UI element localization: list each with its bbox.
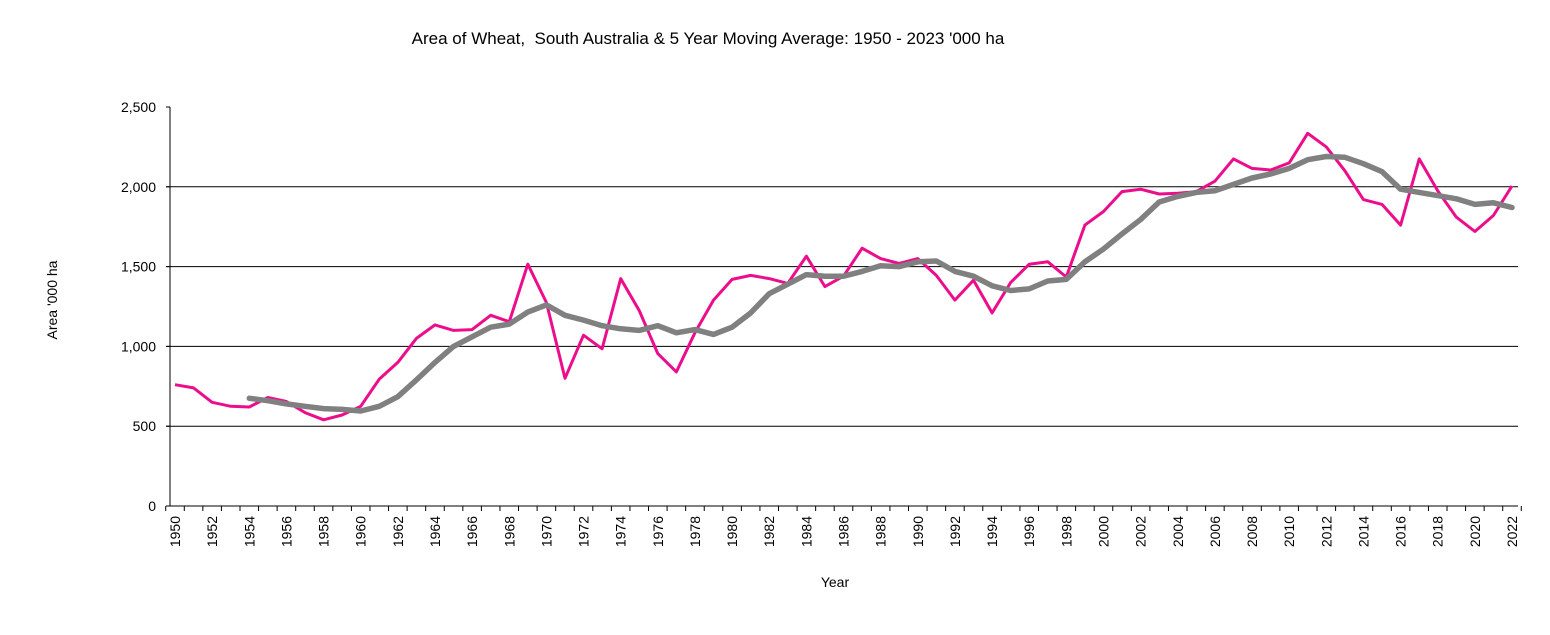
x-tick-label: 1982 <box>761 516 777 547</box>
x-tick-label: 2014 <box>1355 516 1371 547</box>
x-tick-label: 1962 <box>390 516 406 547</box>
x-tick-label: 1966 <box>464 516 480 547</box>
x-tick-label: 2006 <box>1207 516 1223 547</box>
series <box>174 131 1515 422</box>
x-tick-label: 1998 <box>1058 516 1074 547</box>
x-tick-label: 2012 <box>1318 516 1334 547</box>
series-line <box>246 153 1515 414</box>
x-tick-label: 1994 <box>984 516 1000 547</box>
x-tick-label: 1972 <box>576 516 592 547</box>
x-tick-label: 1980 <box>724 516 740 547</box>
x-tick-label: 1960 <box>353 516 369 547</box>
y-tick-label: 2,000 <box>121 179 156 195</box>
x-axis-title: Year <box>821 574 850 590</box>
x-tick-label: 1984 <box>798 516 814 547</box>
x-tick-label: 1986 <box>836 516 852 547</box>
x-tick-label: 1988 <box>873 516 889 547</box>
axes <box>169 107 1518 507</box>
x-tick-label: 2000 <box>1095 516 1111 547</box>
x-tick-label: 2008 <box>1244 516 1260 547</box>
y-tick-label: 2,500 <box>121 99 156 115</box>
y-axis-ticks: 0 500 1,000 1,500 2,000 2,500 <box>121 99 170 514</box>
x-tick-label: 2004 <box>1170 516 1186 547</box>
x-tick-label: 2018 <box>1430 516 1446 547</box>
y-tick-label: 1,500 <box>121 259 156 275</box>
x-tick-label: 2010 <box>1281 516 1297 547</box>
x-tick-label: 1976 <box>650 516 666 547</box>
x-tick-label: 2002 <box>1133 516 1149 547</box>
x-tick-label: 1958 <box>316 516 332 547</box>
x-tick-label: 1992 <box>947 516 963 547</box>
gridlines <box>166 186 1518 427</box>
x-tick-label: 2022 <box>1504 516 1520 547</box>
x-tick-label: 1950 <box>167 516 183 547</box>
x-tick-label: 2020 <box>1467 516 1483 547</box>
y-tick-label: 500 <box>133 418 157 434</box>
x-tick-label: 1954 <box>241 516 257 547</box>
x-tick-label: 1970 <box>538 516 554 547</box>
x-tick-label: 1964 <box>427 516 443 547</box>
x-axis-ticks: 1950 1952 1954 1956 1958 1960 1962 1964 1966 1968… <box>165 506 1522 547</box>
y-tick-label: 0 <box>148 498 156 514</box>
x-tick-label: 1996 <box>1021 516 1037 547</box>
chart-title: Area of Wheat, South Australia & 5 Year … <box>412 29 1005 48</box>
x-tick-label: 1990 <box>910 516 926 547</box>
x-tick-label: 1952 <box>204 516 220 547</box>
x-tick-label: 2016 <box>1393 516 1409 547</box>
x-tick-label: 1956 <box>278 516 294 547</box>
series-moving-average <box>246 153 1515 414</box>
x-tick-label: 1974 <box>613 516 629 547</box>
x-tick-label: 1978 <box>687 516 703 547</box>
y-tick-label: 1,000 <box>121 338 156 354</box>
y-axis-title: Area '000 ha <box>44 260 60 339</box>
x-tick-label: 1968 <box>501 516 517 547</box>
